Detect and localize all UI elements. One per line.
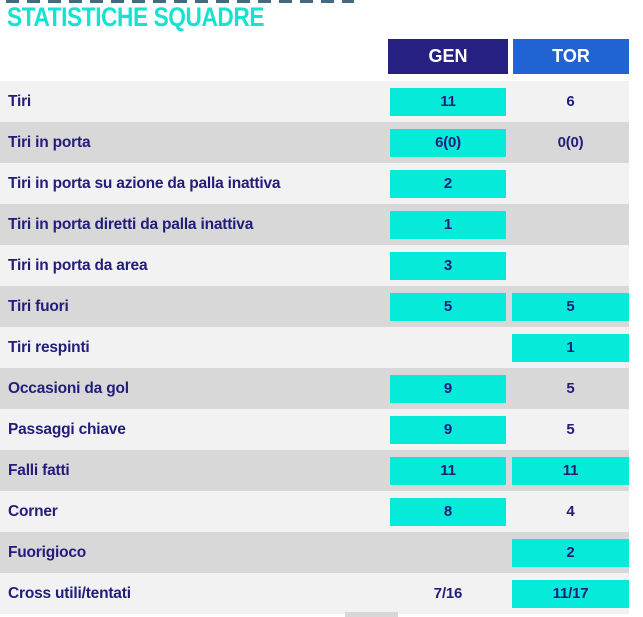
stat-label: Tiri in porta (8, 133, 91, 151)
tor-value: 4 (566, 503, 575, 520)
table-header: GEN TOR (0, 39, 629, 74)
tor-value-cell (512, 211, 629, 239)
page-title: STATISTICHE SQUADRE (7, 2, 265, 32)
gen-value: 1 (443, 216, 453, 233)
column-header-tor: TOR (513, 39, 629, 74)
gen-value-cell: 3 (390, 251, 506, 280)
tor-value-cell (512, 170, 629, 198)
stat-label: Tiri in porta da area (8, 256, 148, 274)
gen-value: 5 (443, 298, 453, 315)
table-row: Fuorigioco 2 (0, 532, 629, 573)
gen-value: 9 (443, 380, 453, 397)
gen-value-cell: 11 (390, 456, 506, 485)
gen-value-cell: 11 (390, 87, 506, 116)
tor-value: 5 (566, 421, 575, 438)
tor-value: 2 (566, 544, 575, 561)
gen-value: 7/16 (433, 585, 463, 602)
table-row: Tiri 11 6 (0, 81, 629, 122)
gen-value-cell: 9 (390, 374, 506, 403)
gen-value: 8 (443, 503, 453, 520)
gen-value: 11 (440, 462, 456, 479)
gen-value-cell: 6(0) (390, 128, 506, 157)
cropped-next-section-remnant (345, 612, 398, 617)
column-header-gen: GEN (388, 39, 508, 74)
table-row: Tiri respinti 1 (0, 327, 629, 368)
gen-value-cell: 8 (390, 497, 506, 526)
stat-label: Corner (8, 502, 58, 520)
table-row: Tiri in porta su azione da palla inattiv… (0, 163, 629, 204)
tor-value: 5 (566, 380, 575, 397)
gen-value-cell: 9 (390, 415, 506, 444)
tor-value: 5 (566, 298, 575, 315)
tor-value-cell: 11/17 (512, 579, 629, 608)
gen-value-cell: 5 (390, 292, 506, 321)
stat-label: Tiri in porta su azione da palla inattiv… (8, 174, 281, 192)
gen-value-cell: 1 (390, 210, 506, 239)
gen-value: 6(0) (435, 134, 461, 151)
gen-value: 3 (443, 257, 453, 274)
tor-value-cell: 4 (512, 498, 629, 526)
tor-value-cell: 1 (512, 333, 629, 362)
cropped-text-remnant (6, 0, 354, 3)
stat-label: Falli fatti (8, 461, 70, 479)
stat-label: Tiri (8, 92, 32, 110)
stat-label: Passaggi chiave (8, 420, 126, 438)
tor-value-cell: 5 (512, 416, 629, 444)
gen-value-cell: 7/16 (390, 580, 506, 608)
tor-value: 11 (562, 462, 579, 479)
gen-value-cell: 2 (390, 169, 506, 198)
stat-label: Cross utili/tentati (8, 584, 131, 602)
gen-value-cell (390, 334, 506, 362)
tor-value-cell (512, 252, 629, 280)
tor-value-cell: 5 (512, 292, 629, 321)
statistics-table: Tiri 11 6 Tiri in porta 6(0) 0(0) Tiri i… (0, 81, 629, 614)
tor-value-cell: 6 (512, 88, 629, 116)
tor-value: 0(0) (557, 134, 584, 151)
tor-value-cell: 11 (512, 456, 629, 485)
table-row: Tiri in porta diretti da palla inattiva … (0, 204, 629, 245)
table-row: Occasioni da gol 9 5 (0, 368, 629, 409)
stat-label: Tiri fuori (8, 297, 69, 315)
stat-label: Fuorigioco (8, 543, 87, 561)
tor-value-cell: 0(0) (512, 129, 629, 157)
table-row: Falli fatti 11 11 (0, 450, 629, 491)
gen-value: 11 (440, 93, 456, 110)
stat-label: Tiri respinti (8, 338, 90, 356)
stat-label: Occasioni da gol (8, 379, 129, 397)
tor-value: 1 (566, 339, 575, 356)
tor-value-cell: 5 (512, 375, 629, 403)
table-row: Tiri in porta 6(0) 0(0) (0, 122, 629, 163)
table-row: Tiri in porta da area 3 (0, 245, 629, 286)
table-row: Tiri fuori 5 5 (0, 286, 629, 327)
gen-value-cell (390, 539, 506, 567)
table-row: Passaggi chiave 9 5 (0, 409, 629, 450)
gen-value: 9 (443, 421, 453, 438)
tor-value: 6 (566, 93, 575, 110)
tor-value: 11/17 (552, 585, 589, 602)
stat-label: Tiri in porta diretti da palla inattiva (8, 215, 254, 233)
table-row: Corner 8 4 (0, 491, 629, 532)
gen-value: 2 (443, 175, 453, 192)
table-row: Cross utili/tentati 7/16 11/17 (0, 573, 629, 614)
tor-value-cell: 2 (512, 538, 629, 567)
